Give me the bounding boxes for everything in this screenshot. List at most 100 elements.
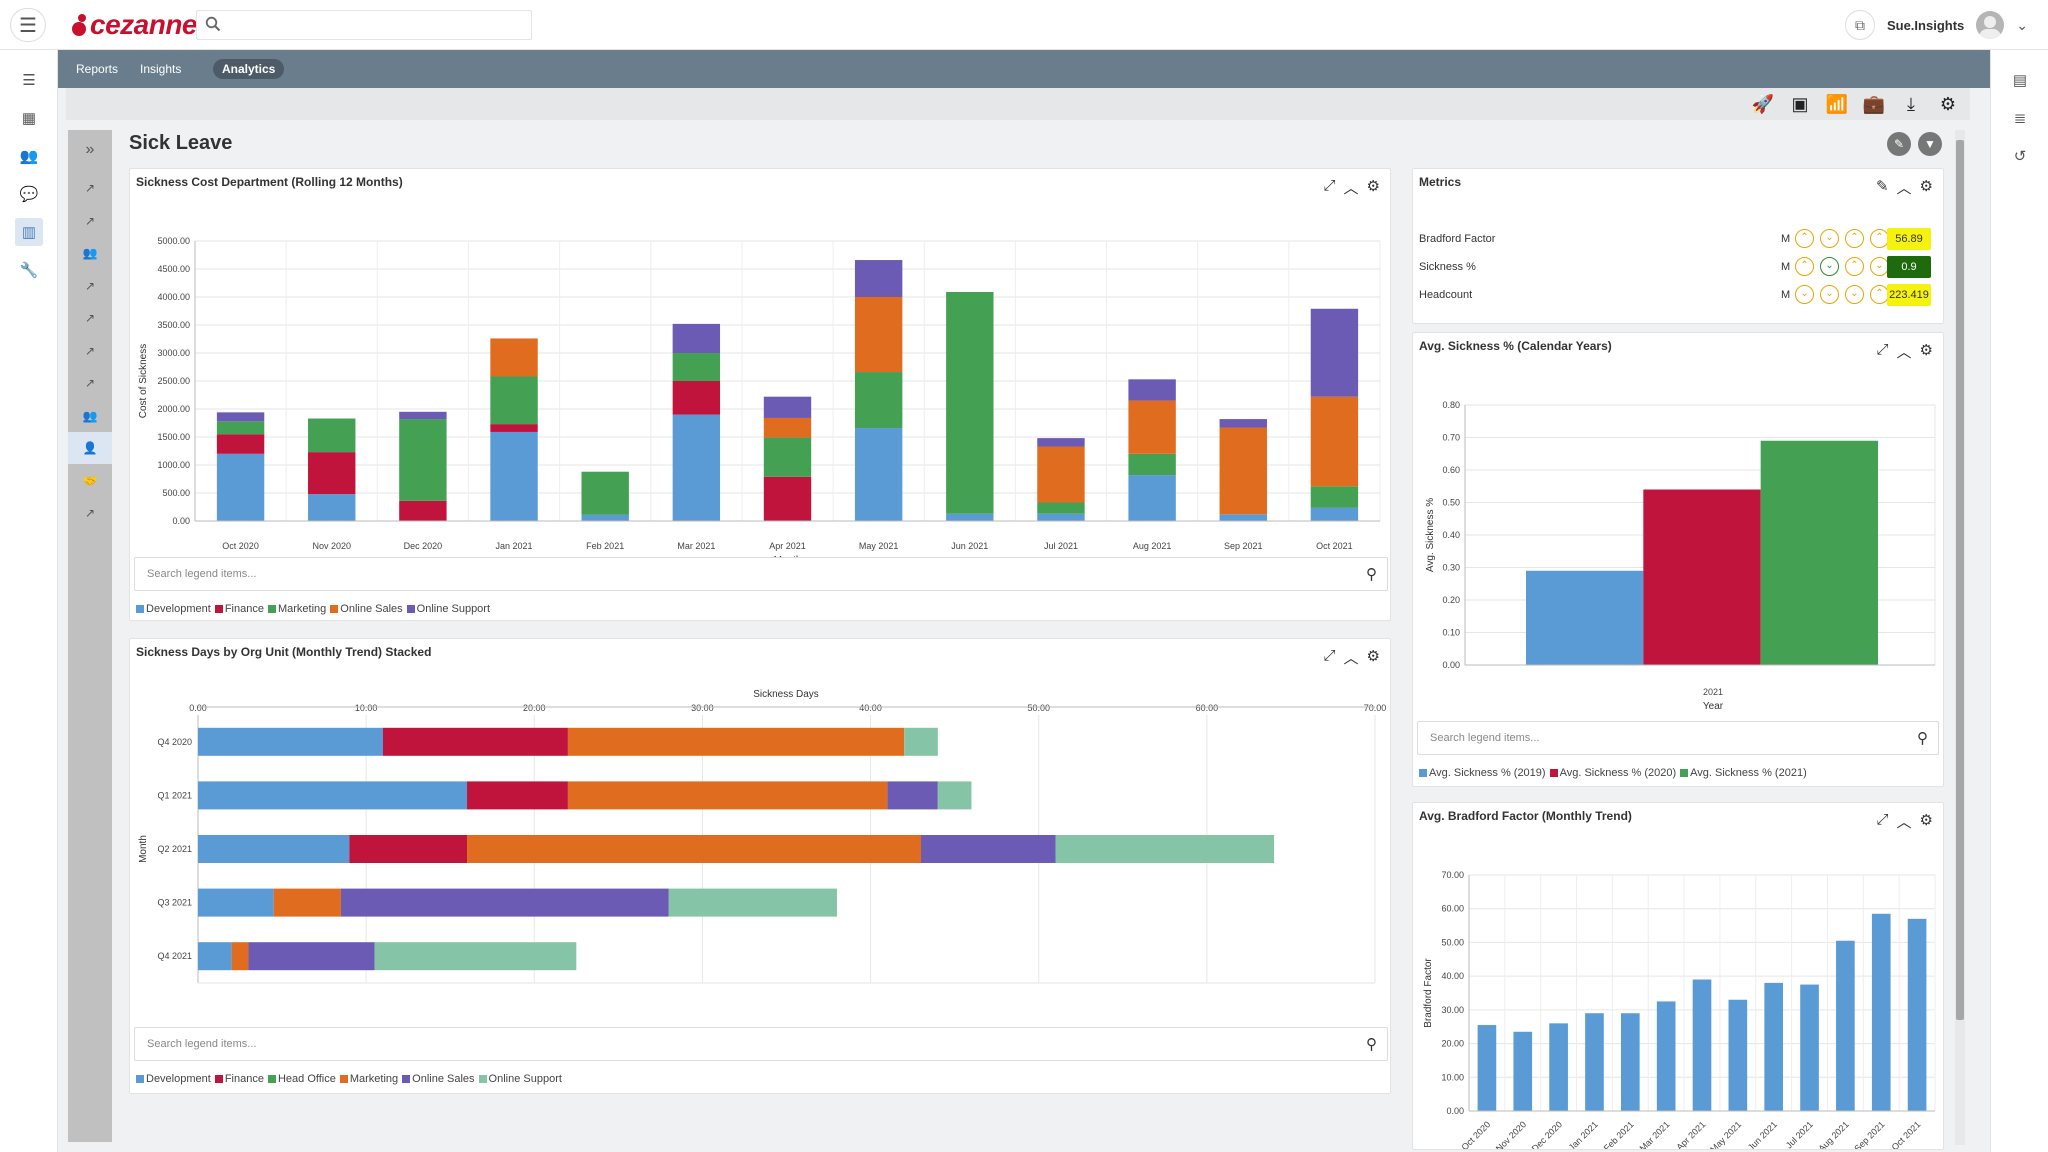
list-icon[interactable]: ≣ (2013, 110, 2027, 127)
widget-chart-icon[interactable]: ↗ (84, 181, 96, 195)
bar-segment (1037, 513, 1085, 521)
page-scrollbar[interactable] (1955, 130, 1965, 1145)
legend-item[interactable]: Online Sales (330, 603, 403, 615)
gear-icon[interactable]: ⚙ (1919, 178, 1933, 195)
legend-item[interactable]: Development (136, 1073, 211, 1085)
expand-icon[interactable]: ⤢ (1876, 341, 1889, 358)
widget-chart-icon[interactable]: ↗ (84, 344, 96, 358)
gear-icon[interactable]: ⚙ (1366, 648, 1380, 665)
widget-chart-icon[interactable]: ↗ (84, 311, 96, 325)
global-search-input[interactable] (196, 10, 532, 40)
legend-item[interactable]: Marketing (267, 603, 326, 615)
legend-label: Online Support (488, 1073, 562, 1085)
tab-analytics[interactable]: Analytics (213, 59, 285, 79)
widget-chart-icon[interactable]: ↗ (84, 376, 96, 390)
x-axis-label: Sickness Days (753, 689, 819, 700)
legend-item[interactable]: Marketing (339, 1073, 398, 1085)
people-icon[interactable]: 👥 (19, 148, 39, 165)
trend-up-icon: ⌃ (1795, 257, 1814, 276)
chart-icon[interactable]: 📶 (1825, 93, 1849, 114)
legend-item[interactable]: Finance (214, 603, 264, 615)
legend-item[interactable]: Avg. Sickness % (2021) (1680, 767, 1807, 779)
widget-people-icon[interactable]: 👥 (82, 246, 98, 260)
download-icon[interactable]: ⤓ (1907, 93, 1915, 114)
chat-icon[interactable]: 💬 (19, 186, 39, 203)
chart-legend: Development Finance Head Office Marketing On… (136, 1073, 562, 1085)
edit-dashboard-button[interactable]: ✎ (1887, 132, 1911, 156)
filter-button[interactable]: ▼ (1918, 132, 1942, 156)
legend-item[interactable]: Online Support (406, 603, 490, 615)
expand-icon[interactable]: ⤢ (1876, 811, 1889, 828)
analytics-icon[interactable]: ▥ (15, 218, 43, 246)
metric-row[interactable]: Bradford Factor M ⌃ ⌄ ⌃ ⌃ 56.89 (1419, 227, 1931, 251)
widget-person-icon[interactable]: 👤 (68, 432, 112, 464)
legend-item[interactable]: Head Office (267, 1073, 336, 1085)
legend-item[interactable]: Online Support (478, 1073, 562, 1085)
calendar-icon[interactable]: ▦ (21, 110, 37, 127)
bar-segment (198, 888, 274, 917)
username[interactable]: Sue.Insights (1886, 17, 1965, 33)
x-tick-label: Mar 2021 (677, 541, 715, 551)
cezanne-logo[interactable]: cezanne (70, 9, 198, 40)
collapse-icon[interactable]: ︿ (1343, 180, 1359, 197)
gear-icon[interactable]: ⚙ (1939, 93, 1957, 114)
avatar[interactable] (1976, 11, 2005, 39)
gear-icon[interactable]: ⚙ (1919, 342, 1933, 359)
legend-item[interactable]: Avg. Sickness % (2019) (1419, 767, 1546, 779)
collapse-icon[interactable]: ︿ (1896, 180, 1912, 197)
tab-reports[interactable]: Reports (76, 62, 119, 76)
search-icon[interactable]: ⚲ (1366, 1036, 1377, 1053)
open-external-button[interactable]: ⧉ (1844, 10, 1875, 40)
wrench-icon[interactable]: 🔧 (19, 262, 39, 279)
bar (1871, 913, 1891, 1111)
y-tick-label: 500.00 (162, 488, 190, 498)
search-icon[interactable]: ⚲ (1917, 730, 1928, 747)
filter-list-icon[interactable]: ☰ (22, 72, 36, 89)
bar-segment (581, 514, 629, 521)
gear-icon[interactable]: ⚙ (1919, 812, 1933, 829)
expand-icon[interactable]: ⤢ (1323, 177, 1336, 194)
widget-handshake-icon[interactable]: 🤝 (82, 474, 98, 488)
collapse-icon[interactable]: ︿ (1896, 814, 1912, 831)
chevron-down-icon[interactable]: ⌄ (2016, 16, 2028, 33)
x-tick-label: Feb 2021 (586, 541, 624, 551)
x-axis-label: Year (1703, 701, 1724, 712)
collapse-icon[interactable]: ︿ (1896, 344, 1912, 361)
y-tick-label: 20.00 (1441, 1039, 1464, 1049)
metric-row[interactable]: Headcount M ⌄ ⌄ ⌄ ⌃ 223.419 (1419, 283, 1931, 307)
y-axis-label: Month (138, 835, 149, 863)
legend-item[interactable]: Finance (214, 1073, 264, 1085)
legend-item[interactable]: Development (136, 603, 211, 615)
search-icon[interactable]: ⚲ (1366, 566, 1377, 583)
presentation-icon[interactable]: ▣ (1791, 93, 1809, 114)
bar-segment (490, 376, 538, 425)
pencil-icon[interactable]: ✎ (1875, 178, 1889, 195)
legend-item[interactable]: Online Sales (402, 1073, 475, 1085)
tab-insights[interactable]: Insights (140, 62, 182, 76)
widget-chart-icon[interactable]: ↗ (84, 279, 96, 293)
rocket-icon[interactable]: 🚀 (1751, 93, 1775, 114)
legend-search-input[interactable]: Search legend items... ⚲ (134, 557, 1388, 591)
bar-segment (672, 381, 721, 415)
legend-item[interactable]: Avg. Sickness % (2020) (1549, 767, 1676, 779)
legend-search-input[interactable]: Search legend items... ⚲ (1417, 721, 1939, 755)
bar (1692, 979, 1712, 1111)
collapse-icon[interactable]: ︿ (1343, 650, 1359, 667)
gear-icon[interactable]: ⚙ (1366, 178, 1380, 195)
legend-search-input[interactable]: Search legend items... ⚲ (134, 1027, 1388, 1061)
expand-icon[interactable]: ⤢ (1323, 647, 1336, 664)
scrollbar-thumb[interactable] (1956, 140, 1964, 1020)
report-icon[interactable]: ▤ (2012, 72, 2028, 89)
expand-panel-icon[interactable]: » (85, 141, 95, 158)
y-tick-label: Q3 2021 (157, 898, 192, 908)
widget-team-icon[interactable]: 👥 (82, 409, 98, 423)
legend-swatch (478, 1075, 487, 1083)
y-tick-label: 0.60 (1442, 465, 1460, 475)
widget-chart-icon[interactable]: ↗ (84, 214, 96, 228)
x-tick-label: 60.00 (1196, 703, 1219, 713)
widget-chart-icon[interactable]: ↗ (84, 506, 96, 520)
metric-row[interactable]: Sickness % M ⌃ ⌄ ⌃ ⌄ 0.9 (1419, 255, 1931, 279)
briefcase-icon[interactable]: 💼 (1862, 93, 1886, 114)
history-icon[interactable]: ↺ (2013, 148, 2027, 165)
hamburger-menu-button[interactable]: ☰ (10, 8, 46, 42)
